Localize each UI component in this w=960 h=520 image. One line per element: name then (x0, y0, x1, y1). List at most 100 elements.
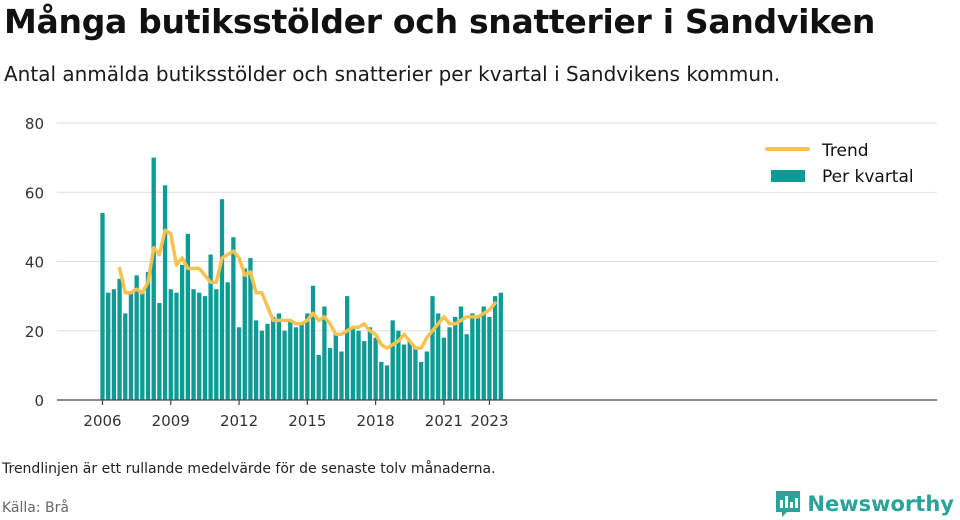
bar (174, 292, 179, 400)
bar (128, 292, 134, 400)
bar (191, 289, 196, 400)
bar (236, 327, 242, 400)
legend-bar-swatch (771, 170, 805, 182)
bar (253, 320, 259, 400)
y-tick-label: 80 (25, 115, 44, 133)
bar (492, 296, 498, 400)
bar (288, 320, 293, 400)
newsworthy-logo-icon (776, 491, 801, 517)
trend-line (117, 228, 497, 350)
bar (356, 330, 361, 400)
bar (498, 292, 503, 400)
footnote: Trendlinjen är ett rullande medelvärde f… (2, 461, 496, 477)
bar (271, 316, 276, 400)
bar (134, 275, 139, 400)
chart-subtitle: Antal anmälda butiksstölder och snatteri… (4, 62, 781, 86)
bar (481, 306, 486, 400)
y-tick-label: 40 (25, 254, 44, 272)
bar (436, 313, 441, 400)
legend-background (762, 136, 934, 192)
bar (424, 351, 429, 400)
bar (185, 233, 190, 400)
bar (231, 237, 236, 400)
x-tick-label: 2009 (152, 412, 190, 430)
bar (100, 213, 105, 400)
bar (106, 292, 111, 400)
bar (202, 296, 208, 400)
bar (418, 361, 424, 400)
bar (475, 316, 481, 400)
bar (407, 341, 412, 400)
y-tick-label: 60 (25, 184, 44, 202)
bar (242, 268, 247, 400)
trend-series (117, 228, 497, 350)
bar (373, 337, 378, 400)
bar (276, 313, 282, 400)
source-label: Källa: Brå (2, 500, 69, 516)
bar (265, 323, 270, 400)
bar (214, 289, 219, 400)
bar (464, 334, 469, 400)
bar (117, 278, 122, 400)
newsworthy-logo-text: Newsworthy (807, 492, 954, 516)
bar (140, 292, 145, 400)
legend-bar-label: Per kvartal (822, 167, 914, 187)
bar (430, 296, 435, 400)
bar (310, 285, 316, 400)
bar (282, 330, 287, 400)
bar (413, 348, 418, 400)
bar (396, 330, 401, 400)
legend: Trend Per kvartal (762, 136, 934, 192)
bar (327, 348, 333, 400)
bar (151, 157, 156, 400)
bar (333, 334, 338, 400)
bar (168, 289, 173, 400)
bar (453, 316, 458, 400)
bar (111, 289, 117, 400)
bar (305, 313, 310, 400)
bar-line-chart: 0 20 40 60 80 2006 2009 2012 2015 2018 2021 2023 Tr… (25, 115, 937, 430)
legend-trend-label: Trend (821, 141, 869, 161)
bar (384, 365, 390, 400)
bar (322, 306, 327, 400)
bar (470, 313, 475, 400)
bar (162, 185, 168, 400)
axes: 0 20 40 60 80 2006 2009 2012 2015 2018 2021 2023 (25, 115, 937, 430)
bar (197, 292, 202, 400)
x-tick-label: 2012 (220, 412, 258, 430)
bar (208, 254, 213, 400)
x-tick-label: 2006 (83, 412, 121, 430)
bar (259, 330, 264, 400)
bar (225, 282, 230, 400)
bar (441, 337, 447, 400)
bar (345, 296, 350, 400)
bar (362, 341, 367, 400)
bar-series (100, 157, 503, 400)
bar (180, 264, 185, 400)
newsworthy-logo[interactable]: Newsworthy (775, 490, 954, 518)
bar (145, 271, 151, 400)
bar (367, 327, 373, 400)
bar (447, 327, 452, 400)
bar (157, 303, 162, 400)
x-tick-label: 2021 (425, 412, 463, 430)
bar (339, 351, 344, 400)
bar (379, 361, 384, 400)
bar (248, 258, 253, 400)
bar (458, 306, 464, 400)
bar (123, 313, 128, 400)
bar (293, 327, 299, 400)
bar (390, 320, 395, 400)
x-tick-label: 2015 (288, 412, 326, 430)
x-tick-label: 2018 (357, 412, 395, 430)
bar (316, 354, 321, 400)
x-tick-label: 2023 (470, 412, 508, 430)
bar (219, 199, 225, 400)
y-tick-label: 0 (34, 392, 44, 410)
bar (350, 327, 356, 400)
bar (487, 316, 492, 400)
bar (401, 344, 407, 400)
bar (299, 323, 304, 400)
y-tick-label: 20 (25, 323, 44, 341)
chart-title: Många butiksstölder och snatterier i San… (4, 2, 876, 41)
